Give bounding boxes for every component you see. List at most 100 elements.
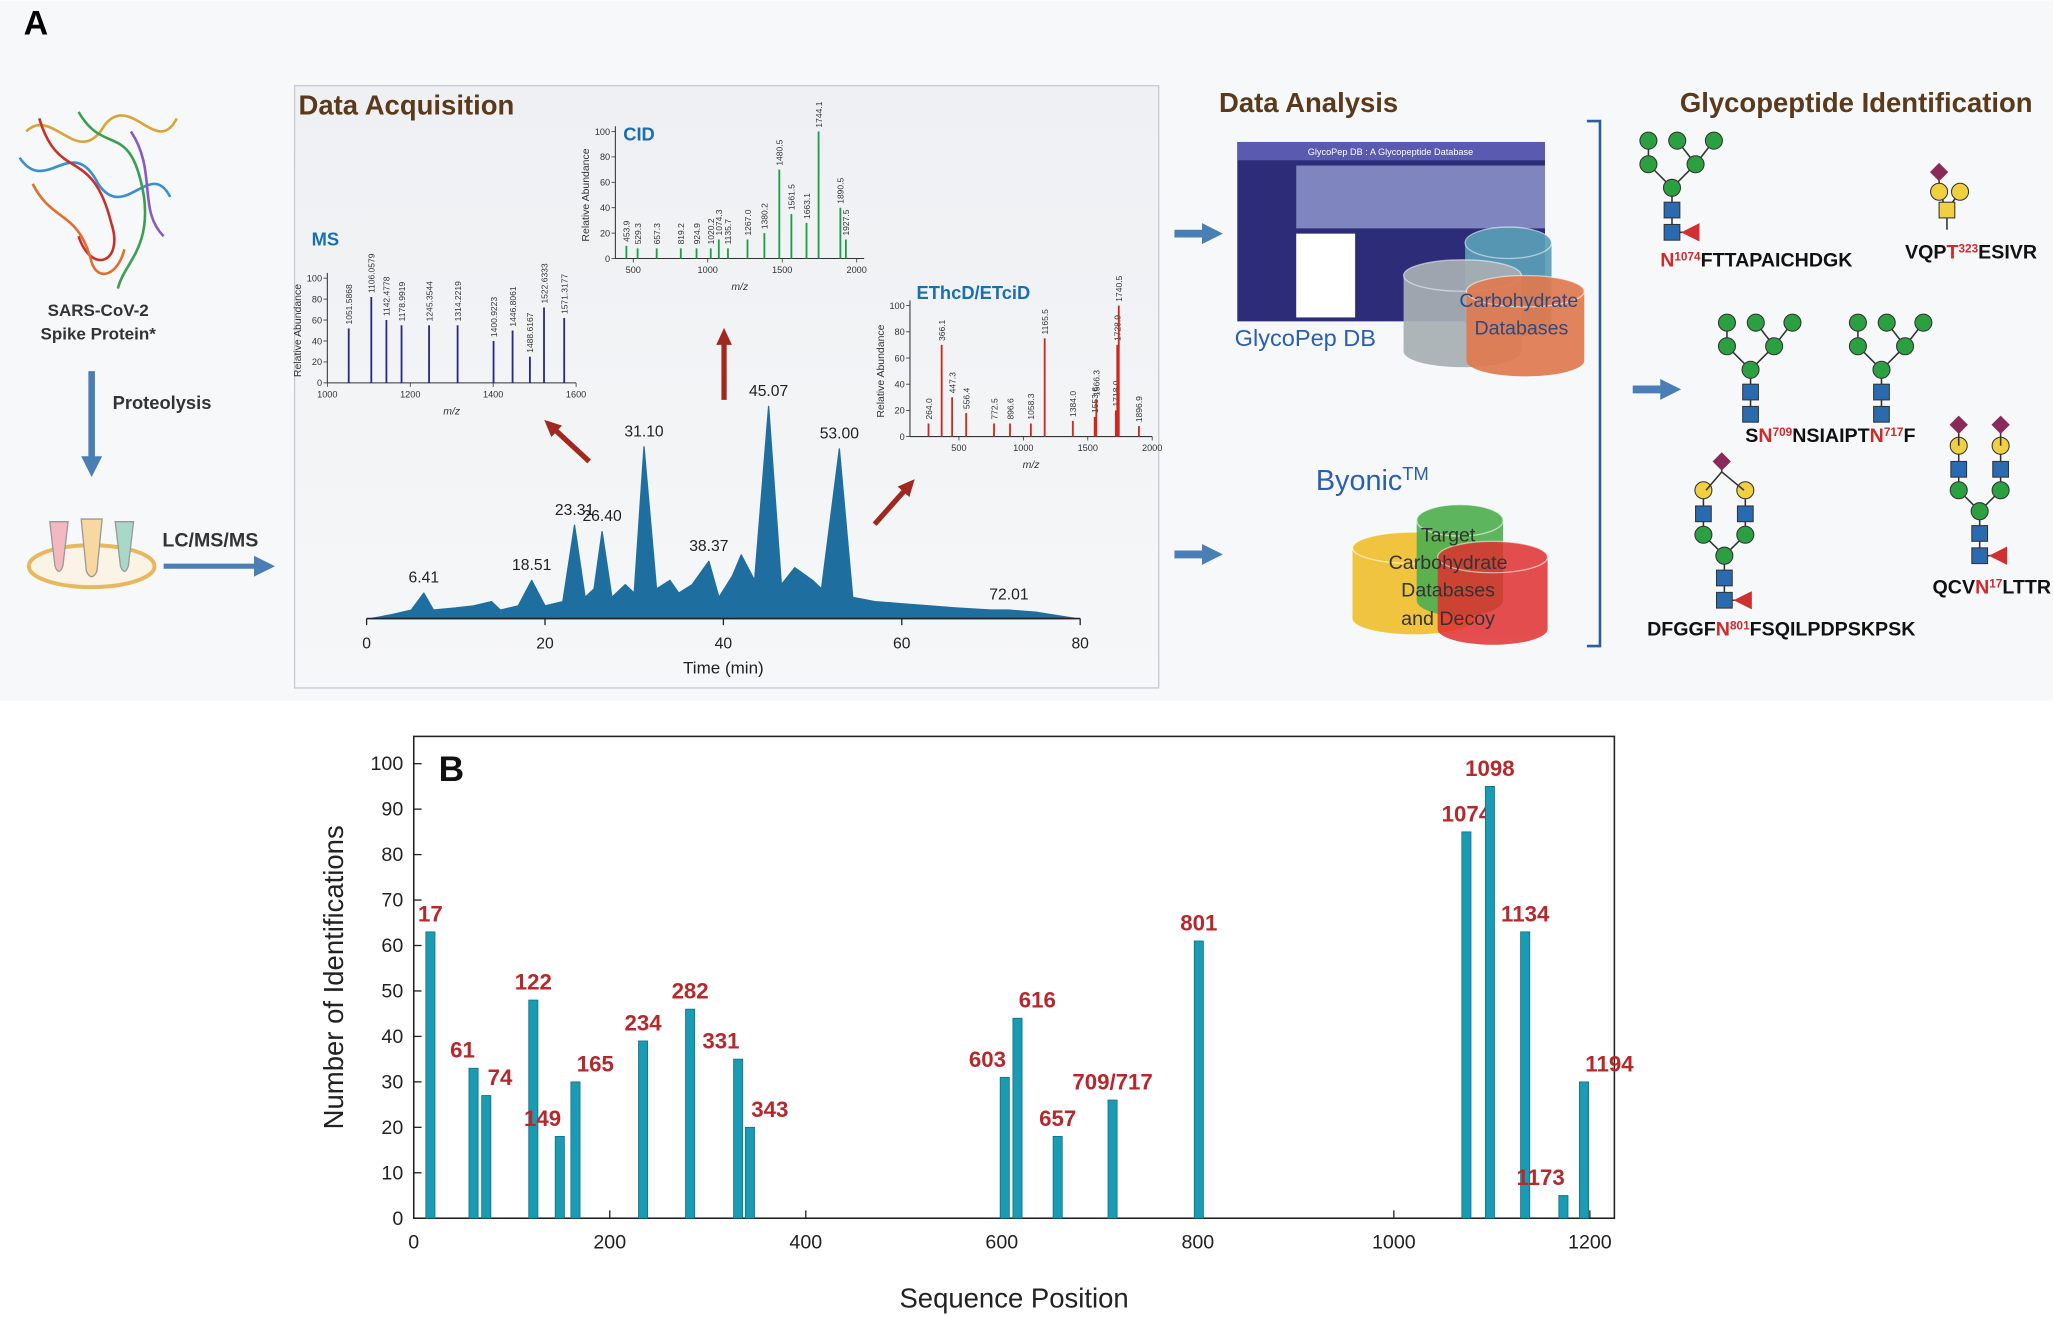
y-tick-label: 80 bbox=[895, 327, 905, 337]
database-cylinder bbox=[1465, 274, 1585, 377]
bar-label: 1134 bbox=[1501, 901, 1550, 926]
peak-label: 556.4 bbox=[961, 388, 971, 410]
bar-label: 1194 bbox=[1585, 1051, 1634, 1076]
bar bbox=[1012, 1017, 1023, 1219]
peptide-residues: FTTAPAICHDGK bbox=[1701, 249, 1853, 271]
site-number: 1074 bbox=[1674, 250, 1701, 263]
glycan-residue bbox=[1971, 547, 1989, 565]
peak-label: 1058.3 bbox=[1026, 393, 1036, 419]
x-tick-label: 400 bbox=[789, 1231, 822, 1253]
x-tick-label: 20 bbox=[536, 636, 554, 653]
y-axis-title: Relative Abundance bbox=[876, 324, 887, 417]
x-tick-label: 1500 bbox=[772, 265, 792, 275]
bar bbox=[1461, 831, 1472, 1219]
x-tick-label: 1000 bbox=[1372, 1231, 1416, 1253]
y-axis-title: Number of Identifications bbox=[318, 825, 349, 1129]
x-axis-title: m/z bbox=[731, 282, 749, 293]
glycan-residue bbox=[1712, 452, 1731, 471]
glycan-residue bbox=[1695, 505, 1712, 523]
database-label: Carbohydrate bbox=[1459, 290, 1578, 312]
peptide-sequence: QCVN17LTTR bbox=[1933, 577, 2052, 599]
peptide-residues: QCV bbox=[1933, 577, 1976, 599]
glycan-residue bbox=[1949, 481, 1968, 500]
peak-label: 924.9 bbox=[692, 223, 702, 245]
glycan-residue bbox=[1662, 178, 1682, 197]
peak-label: 1074.3 bbox=[714, 209, 724, 235]
peak-label: 31.10 bbox=[624, 423, 664, 440]
glycan-residue bbox=[1848, 313, 1867, 332]
bar bbox=[638, 1040, 649, 1219]
database-label: Databases bbox=[1475, 317, 1569, 339]
glycan-residue bbox=[1872, 360, 1891, 379]
glycan-residue bbox=[1715, 591, 1733, 609]
peak-label: 1571.3177 bbox=[559, 274, 569, 314]
site-number: 709 bbox=[1773, 425, 1793, 438]
glycan-residue bbox=[1733, 591, 1752, 610]
x-axis-title: m/z bbox=[1023, 460, 1041, 471]
y-tick-label: 20 bbox=[312, 357, 322, 367]
database-label: Carbohydrate bbox=[1389, 552, 1508, 574]
database-cylinder bbox=[1436, 540, 1549, 645]
bar-label: 616 bbox=[1019, 988, 1056, 1013]
step-label: LC/MS/MS bbox=[162, 530, 258, 552]
peak-label: 529.3 bbox=[633, 223, 643, 245]
glycan-residue bbox=[1951, 182, 1970, 201]
bar bbox=[744, 1126, 755, 1219]
bar-label: 234 bbox=[625, 1010, 663, 1035]
peptide-residues: N bbox=[1716, 619, 1730, 641]
x-tick-label: 1500 bbox=[1078, 443, 1098, 453]
x-axis-title: Sequence Position bbox=[899, 1282, 1128, 1313]
peak-label: 45.07 bbox=[749, 383, 788, 400]
bar bbox=[1520, 931, 1531, 1219]
peak-label: 1553.6 bbox=[1090, 387, 1100, 413]
x-tick-label: 1000 bbox=[698, 265, 718, 275]
y-tick-label: 40 bbox=[895, 379, 905, 389]
sample-tubes bbox=[26, 518, 157, 590]
peak-label: 1480.5 bbox=[775, 139, 785, 165]
glycan-residue bbox=[1938, 201, 1956, 219]
y-tick-label: 0 bbox=[605, 254, 610, 264]
bar bbox=[468, 1067, 479, 1219]
peptide-residues: N bbox=[1870, 425, 1884, 447]
y-tick-label: 10 bbox=[381, 1162, 403, 1184]
x-tick-label: 2000 bbox=[847, 265, 867, 275]
peak-label: 1522.6333 bbox=[539, 263, 549, 303]
arrow bbox=[872, 479, 915, 527]
x-tick-label: 1000 bbox=[1013, 443, 1033, 453]
peak-label: 1245.3544 bbox=[424, 281, 434, 321]
database-label: Target bbox=[1421, 524, 1476, 546]
x-tick-label: 500 bbox=[951, 443, 966, 453]
bar-label: 331 bbox=[702, 1029, 739, 1054]
y-tick-label: 0 bbox=[392, 1208, 403, 1230]
bar bbox=[425, 931, 436, 1219]
glycan-residue bbox=[1896, 337, 1915, 356]
site-number: 801 bbox=[1730, 619, 1750, 632]
y-tick-label: 20 bbox=[895, 406, 905, 416]
database-name: GlycoPep DB bbox=[1235, 325, 1376, 351]
glycan-residue bbox=[1950, 460, 1968, 478]
peptide-residues: N bbox=[1660, 249, 1674, 271]
glycopep-window bbox=[1237, 141, 1545, 322]
x-tick-label: 800 bbox=[1181, 1231, 1214, 1253]
peak-label: 1380.2 bbox=[760, 203, 770, 229]
bar bbox=[1193, 940, 1204, 1219]
bar-label: 1098 bbox=[1465, 756, 1515, 781]
peptide-residues: N bbox=[1975, 577, 1989, 599]
decorations bbox=[18, 111, 1682, 648]
peak-label: 447.3 bbox=[947, 372, 957, 394]
x-tick-label: 60 bbox=[893, 636, 911, 653]
y-tick-label: 40 bbox=[312, 336, 322, 346]
section-title: Data Analysis bbox=[1219, 87, 1398, 118]
y-tick-label: 60 bbox=[312, 315, 322, 325]
glycan-residue bbox=[1783, 313, 1802, 332]
peak-label: 1314.2219 bbox=[453, 281, 463, 321]
site-number: 717 bbox=[1884, 425, 1904, 438]
peptide-sequence: SN709NSIAIPTN717F bbox=[1745, 425, 1915, 447]
peak-label: 1896.9 bbox=[1134, 396, 1144, 422]
cylinder-top bbox=[1416, 504, 1504, 537]
database-label: Databases bbox=[1401, 579, 1495, 601]
y-tick-label: 60 bbox=[381, 935, 403, 957]
x-tick-label: 0 bbox=[362, 636, 371, 653]
